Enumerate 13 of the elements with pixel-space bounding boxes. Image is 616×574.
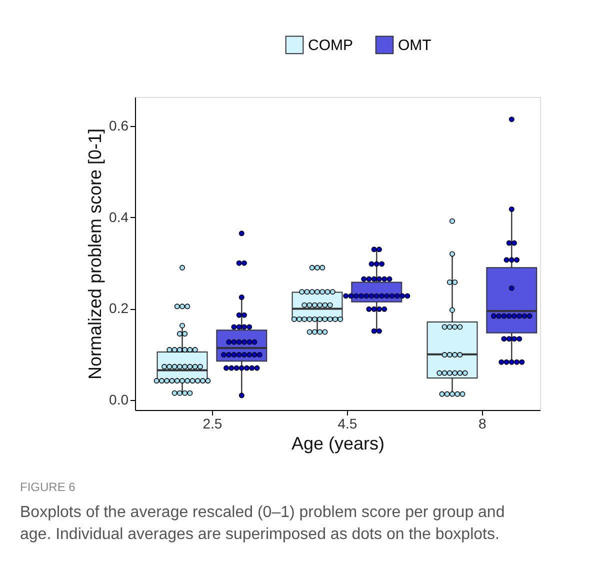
y-tick-label: 0.2	[109, 300, 129, 316]
x-axis-title: Age (years)	[291, 434, 385, 454]
y-tick-label: 0.6	[109, 118, 129, 134]
x-tick-label: 2.5	[202, 416, 222, 432]
y-axis-title: Normalized problem score [0-1]	[85, 128, 106, 380]
caption: FIGURE 6	[20, 480, 76, 494]
y-tick-label: 0.0	[109, 391, 129, 408]
text: Boxplots of the average rescaled (0–1) problem score per group and age. Individual averages are superimposed as dots on the boxplots.	[20, 504, 505, 543]
legend-label: COMP	[308, 36, 353, 54]
y-tick-label: 0.4	[109, 208, 129, 225]
x-tick-label: 8	[478, 416, 487, 432]
x-tick-label: 4.5	[338, 416, 358, 432]
legend-label: OMT	[398, 36, 432, 54]
